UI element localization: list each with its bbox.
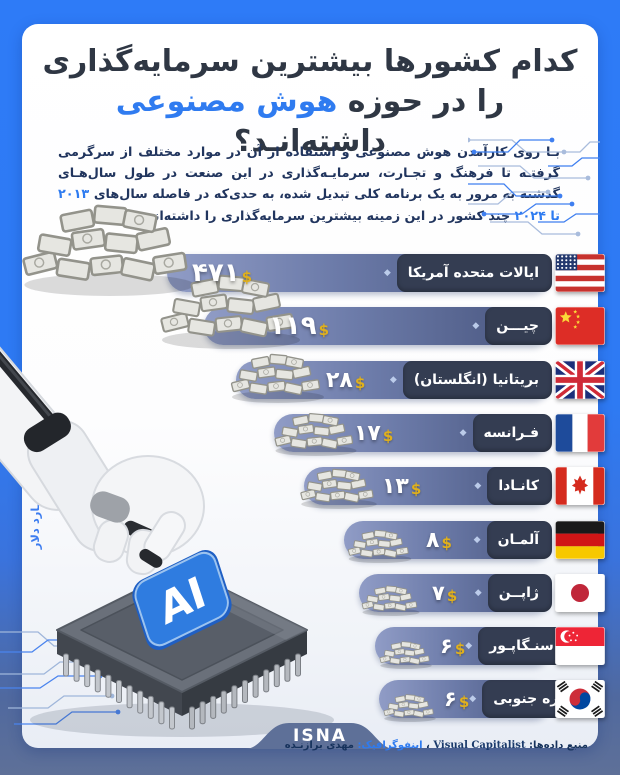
isna-logo: ISNA [293,726,347,746]
ca-flag-icon [554,466,606,506]
value-bar: ۷ $ ◆ ژاپــن [359,574,552,612]
country-name: ایالات متحده آمریکا [396,254,552,292]
infographic-label: اینفوگرافیک: [357,740,423,751]
kr-flag-icon [554,679,606,719]
money-pile-icon [382,691,438,722]
dollar-icon: $ [446,587,458,605]
country-name: سنـگاپـور [478,627,567,665]
dollar-icon: $ [354,373,366,392]
diamond-icon: ◆ [474,481,482,491]
diamond-icon: ◆ [383,268,391,278]
isna-tab-shape [245,723,395,749]
country-name: آلمـان [486,521,552,559]
dollar-icon: $ [382,426,394,445]
value-label: ۶ $ [444,687,470,711]
country-row-fr: ۱۷ $ ◆ فـرانسه [274,413,606,453]
country-row-jp: ۷ $ ◆ ژاپــن [359,573,606,613]
dollar-icon: $ [318,321,330,339]
dollar-icon: $ [458,693,470,711]
money-pile-icon [272,408,360,456]
value-label: ۴۷۱ $ [192,258,253,288]
value-label: ۱۷ $ [354,420,394,446]
dollar-icon: $ [441,533,452,552]
value-bar: ۱۳ $ ◆ کانـادا [304,467,552,505]
source-value: Visual Capitalist [433,740,526,751]
value-label: ۶ $ [440,634,466,658]
value-label: ۱۳ $ [382,473,422,499]
title-highlight: هوش مصنوعی [115,84,338,120]
country-name: فـرانسه [472,414,552,452]
diamond-icon: ◆ [465,641,473,651]
diamond-icon: ◆ [389,375,397,385]
country-row-kr: ۶ $ ◆ کره جنوبی [379,679,606,719]
country-name: بریتانیا (انگلستان) [402,361,552,399]
country-name: کانـادا [487,467,552,505]
fr-flag-icon [554,413,606,453]
money-pile-icon [298,464,380,509]
value-label: ۷ $ [432,581,458,605]
jp-flag-icon [554,573,606,613]
dollar-icon: $ [410,479,422,498]
value-label: ۱۱۹ $ [269,311,330,341]
money-pile-icon [378,638,434,669]
country-row-cn: ۱۱۹ $ ◆ چیـــن [204,306,606,346]
value-label: ۲۸ $ [326,367,366,393]
dollar-icon: $ [454,640,466,658]
intro-paragraph: بـا روی کارآمدن هوش مصنوعی و استفاده از … [58,145,560,224]
money-pile-icon [360,582,422,616]
de-flag-icon [554,520,606,560]
value-bar: ۶ $ ◆ سنـگاپـور [375,627,567,665]
value-bar: ۱۱۹ $ ◆ چیـــن [204,307,552,345]
money-pile-icon [228,348,328,403]
page-title: کدام کشورها بیشترین سرمایه‌گذاری را در ح… [42,44,579,160]
country-row-ca: ۱۳ $ ◆ کانـادا [304,466,606,506]
country-row-de: ۸ $ ◆ آلمـان [344,520,606,560]
country-row-sg: ۶ $ ◆ سنـگاپـور [375,626,606,666]
value-label: ۸ $ [426,527,452,553]
gb-flag-icon [554,360,606,400]
source-label: منبع داده‌ها: [529,740,588,751]
country-row-gb: ۲۸ $ ◆ بریتانیا (انگلستان) [236,360,606,400]
diamond-icon: ◆ [469,694,477,704]
value-bar: ۱۷ $ ◆ فـرانسه [274,414,552,452]
diamond-icon: ◆ [459,428,467,438]
diamond-icon: ◆ [472,321,480,331]
value-bar: ۴۷۱ $ ◆ ایالات متحده آمریکا [167,254,552,292]
value-bar: ۶ $ ◆ کره جنوبی [379,680,581,718]
country-name: چیـــن [485,307,552,345]
dollar-icon: $ [241,268,253,286]
diamond-icon: ◆ [474,588,482,598]
country-name: ژاپــن [487,574,552,612]
infographic-value: مهدی برازنـده [284,740,354,751]
cn-flag-icon [554,306,606,346]
money-pile-icon [346,526,414,563]
sg-flag-icon [554,626,606,666]
value-bar: ۲۸ $ ◆ بریتانیا (انگلستان) [236,361,552,399]
us-flag-icon [554,253,606,293]
country-row-us: ۴۷۱ $ ◆ ایالات متحده آمریکا [167,253,606,293]
value-bar: ۸ $ ◆ آلمـان [344,521,552,559]
diamond-icon: ◆ [473,535,481,545]
credits: منبع داده‌ها: Visual Capitalist ، اینفوگ… [284,740,588,751]
